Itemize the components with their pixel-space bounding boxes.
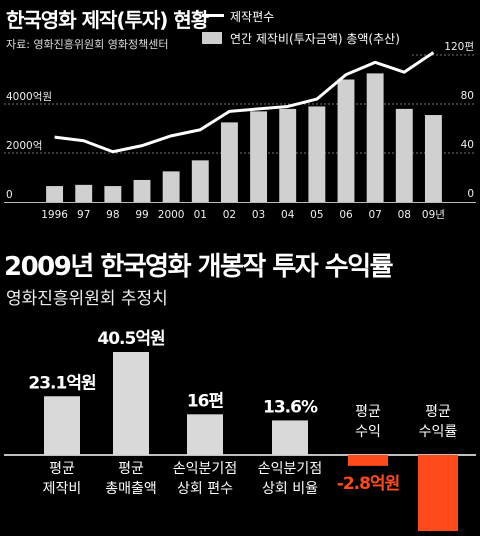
left-tick-label: 2000억: [6, 140, 42, 152]
chart1-title: 한국영화 제작(투자) 현황: [6, 8, 209, 32]
value-label: 40.5억원: [97, 329, 165, 349]
left-tick-label: 4000억원: [6, 91, 52, 103]
left-tick-label: 0: [6, 189, 13, 201]
x-tick-label: 05: [310, 209, 323, 221]
category-label: 손익분기점: [173, 461, 237, 477]
chart2-source: 영화진흥위원회 추정치: [6, 289, 168, 309]
bar: [220, 122, 238, 202]
x-tick-label: 2000: [158, 209, 185, 221]
x-tick-label: 06: [339, 209, 353, 221]
legend-line-label: 제작편수: [230, 10, 275, 24]
category-label: 수익: [355, 424, 381, 440]
x-tick-label: 97: [77, 209, 90, 221]
x-tick-label: 01: [194, 209, 207, 221]
bar: [44, 396, 80, 455]
x-tick-label: 98: [106, 209, 119, 221]
value-label: -2.8억원: [337, 474, 400, 494]
x-tick-label: 1996: [41, 209, 68, 221]
bar: [104, 186, 122, 202]
right-tick-label: 120편: [444, 40, 474, 53]
x-tick-label: 02: [223, 209, 236, 221]
bar: [337, 79, 355, 202]
category-label: 제작비: [43, 481, 82, 497]
bar: [279, 108, 297, 202]
chart1-legend: 제작편수 연간 제작비(투자금액) 총액(추산): [200, 8, 480, 48]
bar: [133, 179, 151, 202]
bar: [46, 186, 64, 202]
legend-line-swatch: [202, 14, 224, 17]
bar: [348, 455, 388, 466]
category-label: 상회 비율: [262, 481, 318, 497]
bar: [191, 160, 209, 202]
x-tick-label: 99: [135, 209, 148, 221]
bar: [308, 106, 326, 202]
category-label: 평균: [425, 404, 451, 420]
bar: [424, 115, 442, 202]
value-label: 23.1억원: [28, 373, 96, 393]
bar: [162, 171, 180, 202]
right-tick-label: 0: [467, 188, 474, 200]
bar: [113, 352, 149, 455]
bar: [272, 420, 308, 455]
bar: [395, 108, 413, 202]
x-tick-label: 04: [281, 209, 295, 221]
category-label: 평균: [355, 404, 381, 420]
bar: [75, 184, 93, 202]
category-label: 수익률: [419, 424, 458, 440]
bar: [418, 455, 458, 531]
category-label: 평균: [49, 461, 75, 477]
x-tick-label: 03: [252, 209, 265, 221]
category-label: 평균: [118, 461, 144, 477]
right-tick-label: 80: [461, 90, 474, 102]
category-label: 총매출액: [105, 481, 157, 497]
x-tick-label: 07: [368, 209, 381, 221]
chart1-source: 자료: 영화진흥위원회 영화정책센터: [6, 38, 169, 51]
category-label: 손익분기점: [258, 461, 322, 477]
category-label: 상회 편수: [177, 481, 233, 497]
x-tick-label: 09년: [422, 209, 445, 221]
chart1-plot: 1996 97 98 99 2000 01 02 03 04 05 06 07 08 09년 0 2000억 4…: [4, 40, 476, 221]
x-tick-label: 08: [398, 209, 411, 221]
line-series: [54, 51, 435, 154]
value-label: 16편: [187, 391, 224, 411]
bar: [250, 111, 268, 202]
chart2-title: 2009년 한국영화 개봉작 투자 수익률: [4, 252, 394, 282]
value-label: 13.6%: [263, 397, 318, 417]
bar: [187, 414, 223, 455]
legend-bar-swatch: [202, 32, 222, 44]
legend-bar-label: 연간 제작비(투자금액) 총액(추산): [230, 32, 400, 46]
right-tick-label: 40: [461, 139, 474, 151]
bar: [366, 73, 384, 202]
